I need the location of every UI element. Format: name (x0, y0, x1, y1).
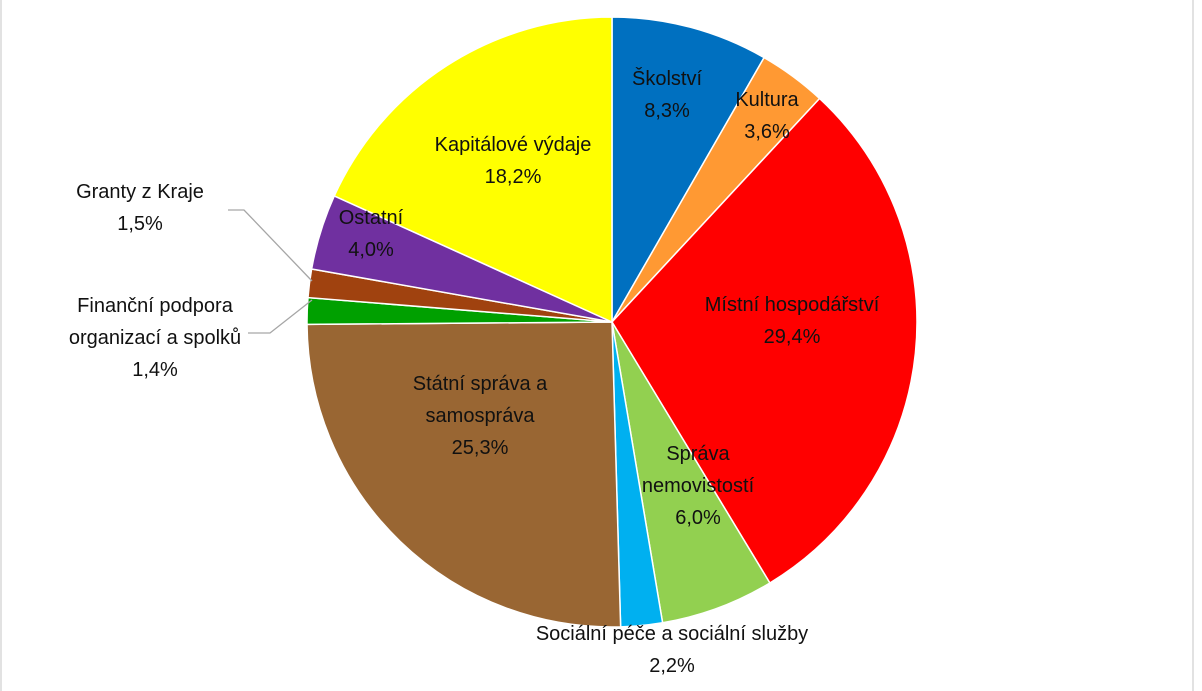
slice-label-text: Sociální péče a sociální služby (536, 623, 808, 645)
slice-label: Místní hospodářství 29,4% (705, 294, 880, 348)
slice-label: Granty z Kraje 1,5% (76, 181, 204, 235)
slice-label-text: Školství (632, 67, 702, 90)
slice-label-text: organizací a spolků (69, 327, 241, 349)
slice-label: Státní správa a samospráva 25,3% (413, 373, 548, 459)
slice-value-text: 2,2% (649, 655, 695, 677)
slice-label-text: Státní správa a (413, 373, 548, 395)
slice-label: Sociální péče a sociální služby 2,2% (536, 623, 808, 677)
slice-label: Kapitálové výdaje 18,2% (435, 134, 592, 188)
slice-label-text: Správa (666, 443, 730, 465)
slice-value-text: 6,0% (675, 507, 721, 529)
slice-value-text: 25,3% (452, 437, 509, 459)
slice-label-text: Finanční podpora (77, 295, 234, 317)
slice-label-text: nemovistostí (642, 475, 755, 497)
slice-value-text: 8,3% (644, 100, 690, 122)
pie-slice (333, 16, 613, 324)
slice-label: Školství 8,3% (632, 67, 702, 122)
slice-label: Kultura 3,6% (735, 89, 799, 143)
pie-slice (611, 16, 766, 325)
pie-slice (306, 321, 622, 628)
leader-line (248, 299, 313, 334)
slice-label-text: samospráva (426, 405, 536, 427)
slice-label: Správa nemovistostí 6,0% (642, 443, 755, 529)
slice-label-text: Granty z Kraje (76, 181, 204, 203)
slice-value-text: 1,5% (117, 213, 163, 235)
slice-label-text: Kapitálové výdaje (435, 134, 592, 156)
pie-slice (611, 97, 918, 584)
slice-label: Finanční podpora organizací a spolků 1,4% (69, 295, 241, 381)
slice-label-text: Ostatní (339, 207, 404, 229)
slice-label-text: Místní hospodářství (705, 294, 880, 316)
slice-value-text: 4,0% (348, 239, 394, 261)
slice-value-text: 1,4% (132, 359, 178, 381)
slice-value-text: 18,2% (485, 166, 542, 188)
slice-value-text: 3,6% (744, 121, 790, 143)
slice-label-text: Kultura (735, 89, 799, 111)
leader-line (228, 209, 313, 282)
slice-label: Ostatní 4,0% (339, 207, 404, 261)
slice-value-text: 29,4% (764, 326, 821, 348)
